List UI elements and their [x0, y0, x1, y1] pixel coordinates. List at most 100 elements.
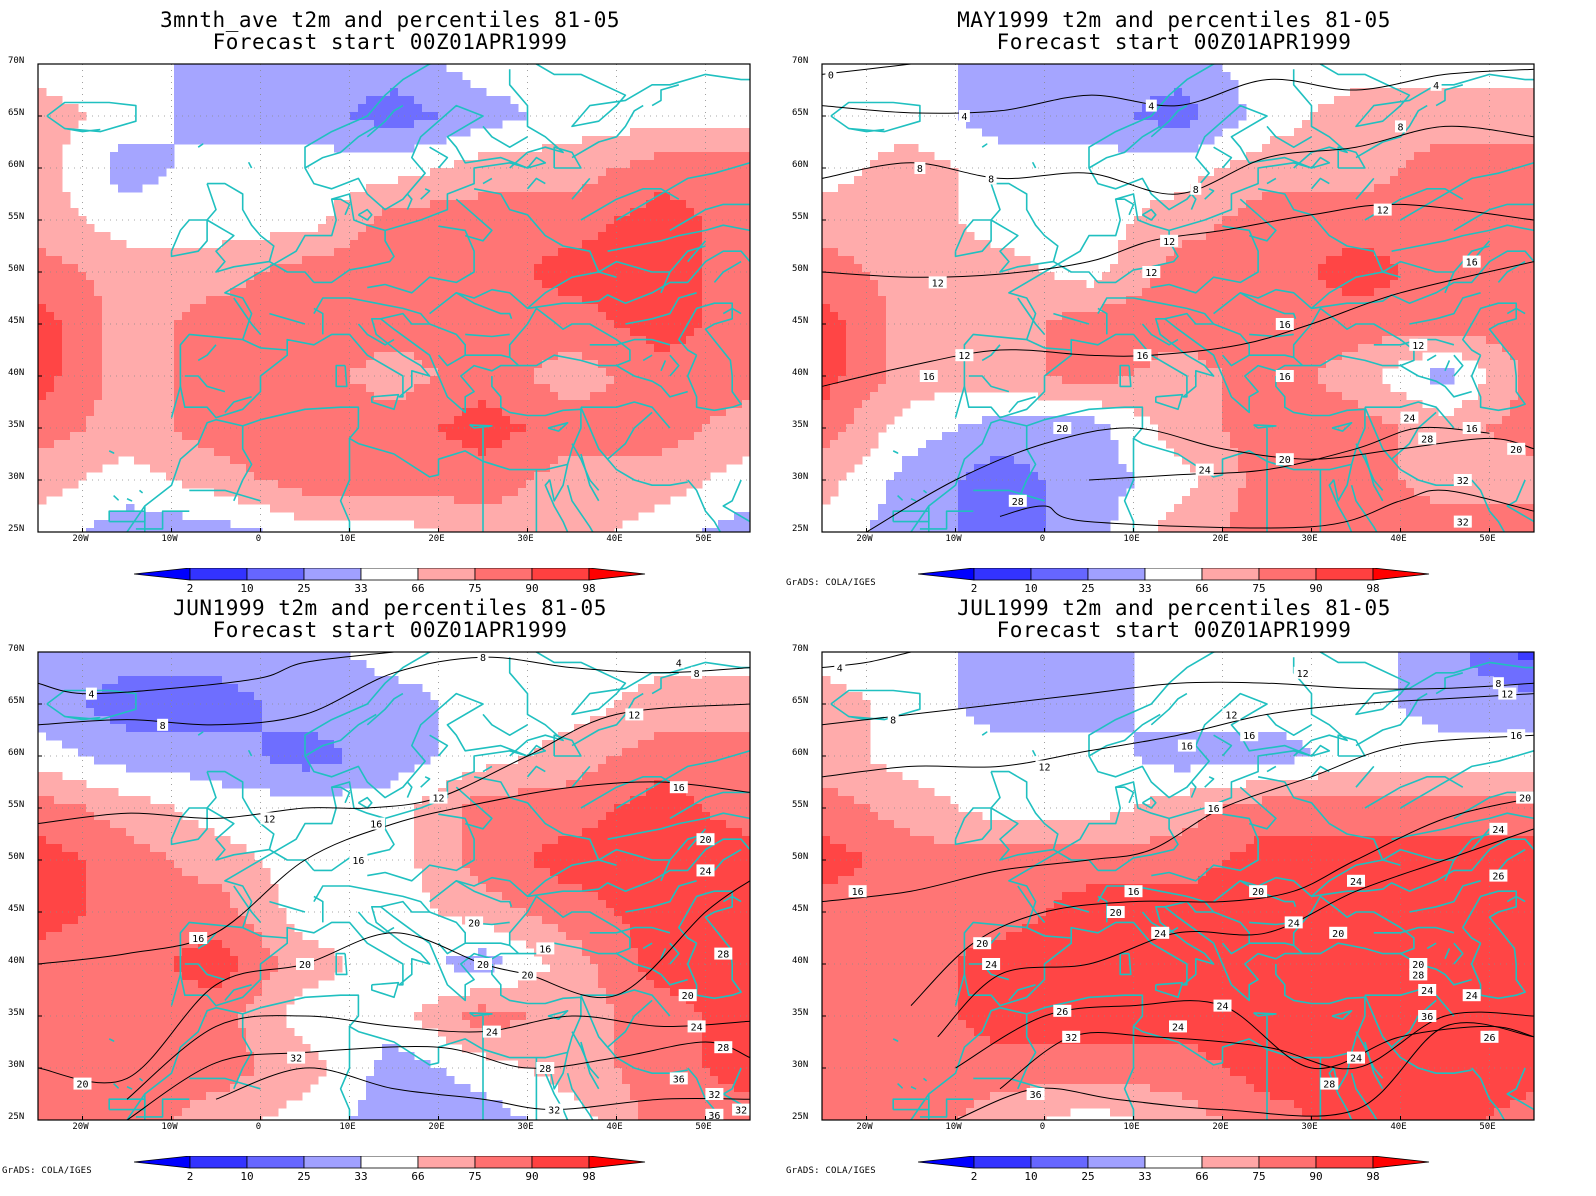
contour-label: 16	[848, 885, 867, 898]
contour-label: 12	[1222, 708, 1241, 721]
lon-tick-label: 0	[255, 1122, 262, 1132]
lon-tick-label: 50E	[1479, 1122, 1496, 1132]
contour-line-20	[38, 880, 750, 1084]
temperature-contours	[38, 652, 750, 1120]
percentile-shading	[822, 652, 1534, 1120]
colorbar-label: 75	[1252, 582, 1265, 595]
contour-line-32	[215, 1067, 750, 1111]
lon-tick-label: 40E	[1390, 1122, 1407, 1132]
colorbar-label: 2	[187, 582, 194, 595]
contour-line-24	[937, 828, 1534, 1038]
panel-title: JUL1999 t2m and percentiles 81-05	[957, 596, 1391, 620]
colorbar-label: 2	[971, 582, 978, 595]
contour-label: 20	[1275, 453, 1294, 466]
lat-tick-label: 55N	[8, 212, 25, 222]
map-svg: 0 4 4 4 8 8 8 8 12 12 12 12 12 12 16 16 16 16 16 16 20 20 20 24…	[821, 63, 1535, 533]
lat-lon-grid	[38, 64, 750, 532]
colorbar-label: 75	[468, 1170, 481, 1183]
lon-tick-label: 40E	[606, 1122, 623, 1132]
contour-line-8	[38, 656, 750, 726]
contour-label: 8	[985, 172, 997, 185]
lat-tick-label: 60N	[792, 748, 809, 758]
lat-tick-label: 70N	[792, 56, 809, 66]
contour-label: 32	[732, 1103, 751, 1117]
lon-tick-label: 20W	[856, 1122, 873, 1132]
temperature-contours	[822, 64, 1534, 532]
lat-tick-label: 65N	[792, 108, 809, 118]
contour-label: 16	[1462, 422, 1481, 435]
contour-label: 16	[1204, 802, 1223, 815]
lon-tick-label: 0	[255, 534, 262, 544]
colorbar-label: 66	[1195, 582, 1208, 595]
lon-tick-label: 20W	[856, 534, 873, 544]
map-panel: JUN1999 t2m and percentiles 81-05 Forecas…	[0, 588, 780, 1183]
contour-label: 20	[1106, 906, 1125, 919]
lon-tick-label: 30E	[1301, 534, 1318, 544]
contour-label: 4	[85, 687, 97, 701]
colorbar-label: 90	[525, 582, 538, 595]
contour-label: 0	[825, 68, 837, 81]
lon-tick-label: 30E	[517, 1122, 534, 1132]
lat-tick-label: 25N	[792, 524, 809, 534]
contour-label: 8	[1190, 182, 1202, 196]
lon-tick-label: 20W	[72, 534, 89, 544]
contour-label: 16	[669, 781, 688, 794]
colorbar-label: 25	[1081, 582, 1094, 595]
lat-tick-label: 40N	[8, 368, 25, 378]
colorbar-label: 98	[582, 1170, 595, 1183]
contour-line-24	[1088, 426, 1490, 481]
lat-tick-label: 65N	[792, 696, 809, 706]
contour-label: 28	[714, 947, 733, 961]
contour-label: 20	[973, 937, 992, 950]
contour-label: 28	[1008, 494, 1027, 508]
lat-tick-label: 25N	[8, 524, 25, 534]
lat-tick-label: 50N	[8, 852, 25, 862]
contour-label: 24	[482, 1025, 501, 1039]
contour-line-12	[38, 703, 750, 825]
contour-label: 20	[73, 1077, 92, 1091]
contour-line-28	[999, 489, 1534, 529]
contour-label: 24	[687, 1020, 706, 1033]
map-panel: 3mnth_ave t2m and percentiles 81-05 Forec…	[0, 0, 780, 595]
contour-label: 20	[1329, 926, 1348, 940]
map-area	[36, 62, 778, 544]
contour-label: 20	[1409, 958, 1428, 971]
lat-tick-label: 45N	[792, 904, 809, 914]
lon-tick-label: 30E	[517, 534, 534, 544]
contour-label: 12	[625, 708, 644, 721]
percentile-colorbar: 2 10 25 33 66 75 90 98	[133, 567, 674, 595]
panel-subtitle: Forecast start 00Z01APR1999	[212, 30, 568, 54]
contour-label: 24	[1347, 1051, 1365, 1065]
lon-tick-label: 20W	[72, 1122, 89, 1132]
lon-tick-label: 30E	[1301, 1122, 1318, 1132]
contour-label: 26	[1480, 1030, 1499, 1044]
coastlines	[830, 652, 1534, 1120]
lat-tick-label: 60N	[792, 160, 809, 170]
contour-label: 20	[678, 989, 697, 1002]
colorbar-label: 25	[297, 582, 310, 595]
contour-label: 12	[1035, 760, 1054, 773]
lon-tick-label: 20E	[1212, 534, 1229, 544]
contour-label: 8	[477, 651, 489, 664]
lat-tick-label: 50N	[8, 264, 25, 274]
contour-label: 20	[1516, 791, 1535, 805]
lon-tick-label: 40E	[1390, 534, 1407, 544]
contour-label: 20	[465, 916, 484, 929]
contour-label: 26	[1053, 1004, 1072, 1018]
lat-tick-label: 50N	[792, 264, 809, 274]
contour-label: 32	[705, 1088, 724, 1101]
lat-tick-label: 45N	[8, 904, 25, 914]
contour-line-24	[126, 1015, 750, 1100]
contour-label: 16	[189, 932, 208, 945]
contour-label: 36	[705, 1108, 724, 1122]
contour-label: 12	[429, 791, 448, 805]
panel-title: 3mnth_ave t2m and percentiles 81-05	[159, 8, 620, 32]
panel-subtitle: Forecast start 00Z01APR1999	[996, 618, 1352, 642]
contour-label: 24	[1462, 989, 1481, 1002]
lat-tick-label: 30N	[8, 472, 25, 482]
colorbar-label: 10	[1024, 582, 1037, 595]
colorbar-label: 98	[582, 582, 595, 595]
colorbar-label: 90	[525, 1170, 538, 1183]
panel-title: MAY1999 t2m and percentiles 81-05	[957, 8, 1391, 32]
